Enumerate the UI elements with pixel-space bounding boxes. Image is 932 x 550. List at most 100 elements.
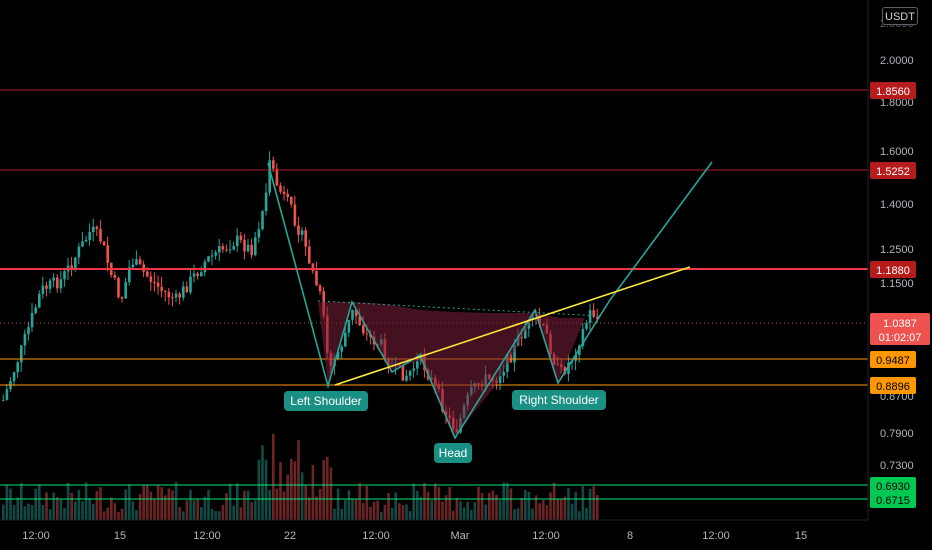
volume-bar [592,486,595,520]
volume-bar [542,500,545,520]
volume-bar [102,511,106,520]
volume-bar [70,492,73,520]
candle-body [203,261,207,273]
level-tag-0.6715: 0.6715 [870,491,916,508]
volume-bar [160,487,163,520]
volume-bar [225,493,228,520]
candle-body [232,245,235,250]
volume-bar [383,504,387,520]
time-axis[interactable]: 12:00 15 12:00 22 12:00 Mar 12:00 8 12:0… [0,519,868,542]
annotation-left-shoulder[interactable]: Left Shoulder [284,391,368,411]
candle-body [498,375,502,383]
volume-bar [567,488,570,520]
volume-bar [531,508,534,520]
volume-bar [264,459,268,520]
volume-bar [27,503,30,520]
y-tick-label: 1.6000 [880,146,914,158]
volume-bar [210,508,214,520]
volume-bar [300,472,304,520]
candle-body [502,371,505,376]
volume-bar [455,497,459,520]
candle-body [149,276,153,282]
candle-body [99,228,102,242]
volume-bar [365,485,369,520]
volume-bar [275,488,279,520]
volume-bar [268,489,271,520]
horizontal-levels [0,89,868,500]
candle-body [167,291,171,298]
volume-bar [581,486,585,520]
volume-bar [74,501,77,520]
candle-body [59,279,63,289]
candle-body [34,307,37,313]
volume-bar [149,491,153,520]
candle-body [362,325,365,334]
volume-bar [477,486,480,520]
candle-body [225,249,228,251]
candle-body [286,194,289,198]
candle-body [340,346,343,352]
volume-bar [261,445,264,520]
candle-body [304,230,307,247]
volume-bar [416,490,419,520]
volume-bar [214,511,217,520]
candle-body [192,273,196,277]
volume-bar [239,507,243,520]
level-tag-1.8560: 1.8560 [870,82,916,99]
candle-body [585,322,588,329]
x-tick-label: 22 [284,530,296,542]
annotation-right-shoulder-label: Right Shoulder [519,393,598,407]
annotation-right-shoulder[interactable]: Right Shoulder [512,390,606,410]
volume-bar [30,505,34,520]
volume-bar [2,504,5,520]
volume-bar [488,492,491,520]
volume-bar [131,501,135,520]
volume-bar [545,505,549,520]
level-tag-0.8896: 0.8896 [870,377,916,394]
volume-bar [106,507,109,520]
currency-badge[interactable]: USDT [882,7,918,25]
volume-bar [246,490,250,520]
candle-body [113,274,117,278]
candle-body [275,168,279,186]
volume-bar [200,507,203,520]
y-tick-label: 1.4000 [880,199,914,211]
candle-body [63,271,66,280]
x-tick-label: 12:00 [22,530,50,542]
volume-bar [56,497,59,520]
volume-bar [376,500,379,520]
level-tag-label: 0.6715 [876,495,910,507]
volume-bar [272,433,275,520]
annotation-left-shoulder-box [284,391,368,411]
candle-body [513,345,516,363]
candle-body [74,257,77,269]
volume-bar [362,502,365,520]
volume-bar [434,483,437,520]
head-and-shoulders-pattern[interactable] [267,161,713,440]
volume-bar [524,490,527,520]
candle-body [261,211,264,230]
price-axis[interactable]: 2.0000 2.0000 1.8000 1.6000 1.4000 1.250… [867,0,930,520]
volume-bar [243,490,246,520]
level-tag-label: 1.8560 [876,86,910,98]
annotation-head[interactable]: Head [434,443,472,463]
candle-body [156,282,160,287]
volume-bar [322,459,325,520]
candle-body [128,267,131,283]
candle-body [153,281,156,283]
volume-bar [340,508,343,520]
volume-bar [369,506,372,520]
volume-bar [293,461,297,520]
candle-body [135,259,138,265]
volume-bar [279,462,282,520]
volume-bar [9,488,12,520]
candle-body [174,293,178,298]
y-tick-label: 1.2500 [880,244,914,256]
x-tick-label: 15 [114,530,126,542]
candle-body [300,230,304,235]
x-tick-label: 12:00 [532,530,560,542]
candle-body [250,244,253,256]
volume-bar [498,500,502,520]
volume-bar [232,505,235,520]
